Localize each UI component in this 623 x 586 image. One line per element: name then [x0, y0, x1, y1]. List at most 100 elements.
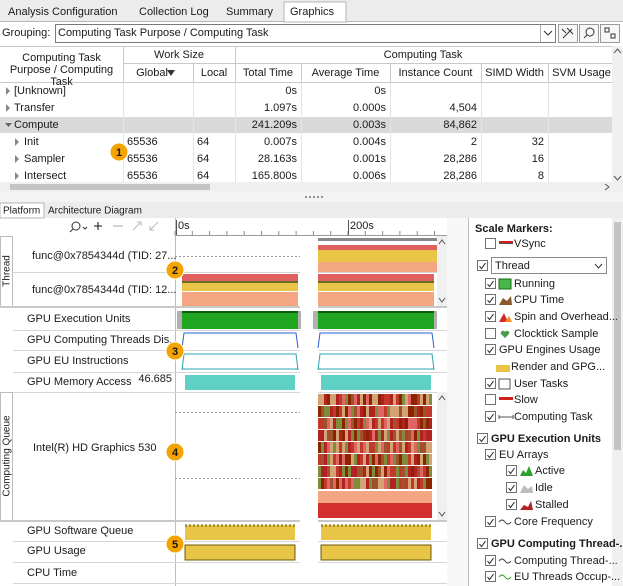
checkbox[interactable] — [485, 449, 496, 460]
scrollbar-thumb — [10, 184, 210, 190]
tab[interactable]: Analysis Configuration — [8, 6, 117, 18]
tool-icon — [561, 27, 574, 39]
checkmark — [479, 540, 486, 548]
checkmark — [508, 484, 515, 492]
column-header[interactable]: Total Time — [243, 67, 293, 79]
column-header[interactable]: SIMD Width — [485, 67, 544, 79]
tab[interactable]: Collection Log — [139, 6, 209, 18]
checkbox[interactable] — [477, 433, 488, 444]
column-header[interactable]: Computing Task Purpose / Computing Task — [9, 52, 114, 88]
row-label[interactable]: Transfer — [14, 102, 55, 114]
track — [321, 430, 324, 441]
tab[interactable]: Architecture Diagram — [48, 206, 142, 217]
track — [414, 454, 417, 465]
row-label[interactable]: [Unknown] — [14, 85, 66, 97]
tab[interactable]: Graphics — [290, 6, 335, 18]
track — [333, 478, 336, 489]
row-label: GPU Software Queue — [27, 525, 133, 537]
checkbox[interactable] — [485, 571, 496, 582]
row-label[interactable]: Sampler — [24, 153, 65, 165]
column-header[interactable]: Instance Count — [399, 67, 473, 79]
icon — [498, 558, 512, 564]
expand-toggle — [15, 155, 19, 163]
checkbox[interactable] — [485, 278, 496, 289]
checkbox[interactable] — [506, 499, 517, 510]
track — [384, 478, 387, 489]
track — [363, 430, 366, 441]
checkbox[interactable] — [485, 238, 496, 249]
table-cell: 28,286 — [443, 170, 477, 182]
track — [423, 478, 426, 489]
checkbox[interactable] — [485, 378, 496, 389]
track — [381, 478, 384, 489]
legend-item: GPU Execution Units — [491, 433, 601, 445]
checkbox[interactable] — [485, 311, 496, 322]
track — [366, 478, 369, 489]
track — [351, 466, 354, 477]
checkbox[interactable] — [477, 260, 488, 271]
track — [423, 406, 426, 417]
row-label: CPU Time — [27, 567, 77, 579]
table-cell: 241.209s — [252, 119, 298, 131]
track — [396, 418, 399, 429]
track — [324, 454, 327, 465]
track — [354, 478, 357, 489]
row-label[interactable]: Intersect — [24, 170, 66, 182]
track — [360, 418, 363, 429]
track — [393, 442, 396, 453]
table-cell: 0s — [374, 85, 386, 97]
checkbox[interactable] — [506, 482, 517, 493]
column-header[interactable]: SVM Usage — [552, 67, 611, 79]
table-cell: 0.006s — [353, 170, 387, 182]
legend-icon — [499, 241, 513, 243]
grouping-value: Computing Task Purpose / Computing Task — [58, 27, 269, 39]
checkbox[interactable] — [477, 538, 488, 549]
track — [320, 544, 432, 561]
zoom-in — [94, 222, 102, 230]
track — [390, 442, 393, 453]
track — [357, 442, 360, 453]
track — [423, 454, 426, 465]
checkbox[interactable] — [485, 328, 496, 339]
checkbox[interactable] — [485, 344, 496, 355]
toolbar-button[interactable] — [600, 24, 620, 43]
track — [360, 466, 363, 477]
tab[interactable]: Platform — [3, 206, 40, 217]
row-label[interactable]: Init — [24, 136, 39, 148]
track — [369, 442, 372, 453]
checkbox[interactable] — [485, 411, 496, 422]
track — [384, 466, 387, 477]
column-header[interactable]: Average Time — [312, 67, 380, 79]
legend-item: User Tasks — [514, 378, 569, 390]
track — [327, 430, 330, 441]
column-header[interactable]: Global — [136, 67, 168, 79]
track — [348, 454, 351, 465]
track — [381, 454, 384, 465]
track — [420, 478, 423, 489]
scrollbar-thumb — [614, 222, 621, 450]
scrollbar — [437, 236, 447, 306]
tab[interactable]: Summary — [226, 6, 274, 18]
track — [396, 394, 399, 405]
row-label[interactable]: Compute — [14, 119, 59, 131]
track — [336, 406, 339, 417]
checkbox[interactable] — [485, 516, 496, 527]
zoom-icon — [149, 221, 159, 231]
checkbox[interactable] — [485, 294, 496, 305]
track — [330, 442, 333, 453]
track — [414, 442, 417, 453]
toolbar-button[interactable] — [579, 24, 599, 43]
track — [363, 466, 366, 477]
legend-item: Spin and Overhead... — [514, 311, 618, 323]
grouping-combobox[interactable] — [55, 24, 556, 43]
column-header[interactable]: Local — [201, 67, 227, 79]
checkbox[interactable] — [506, 465, 517, 476]
track — [336, 442, 339, 453]
scrollbar — [612, 46, 623, 192]
checkbox[interactable] — [485, 394, 496, 405]
checkbox[interactable] — [485, 555, 496, 566]
track — [366, 406, 369, 417]
track — [336, 478, 339, 489]
dropdown[interactable] — [491, 257, 607, 274]
track — [375, 466, 378, 477]
